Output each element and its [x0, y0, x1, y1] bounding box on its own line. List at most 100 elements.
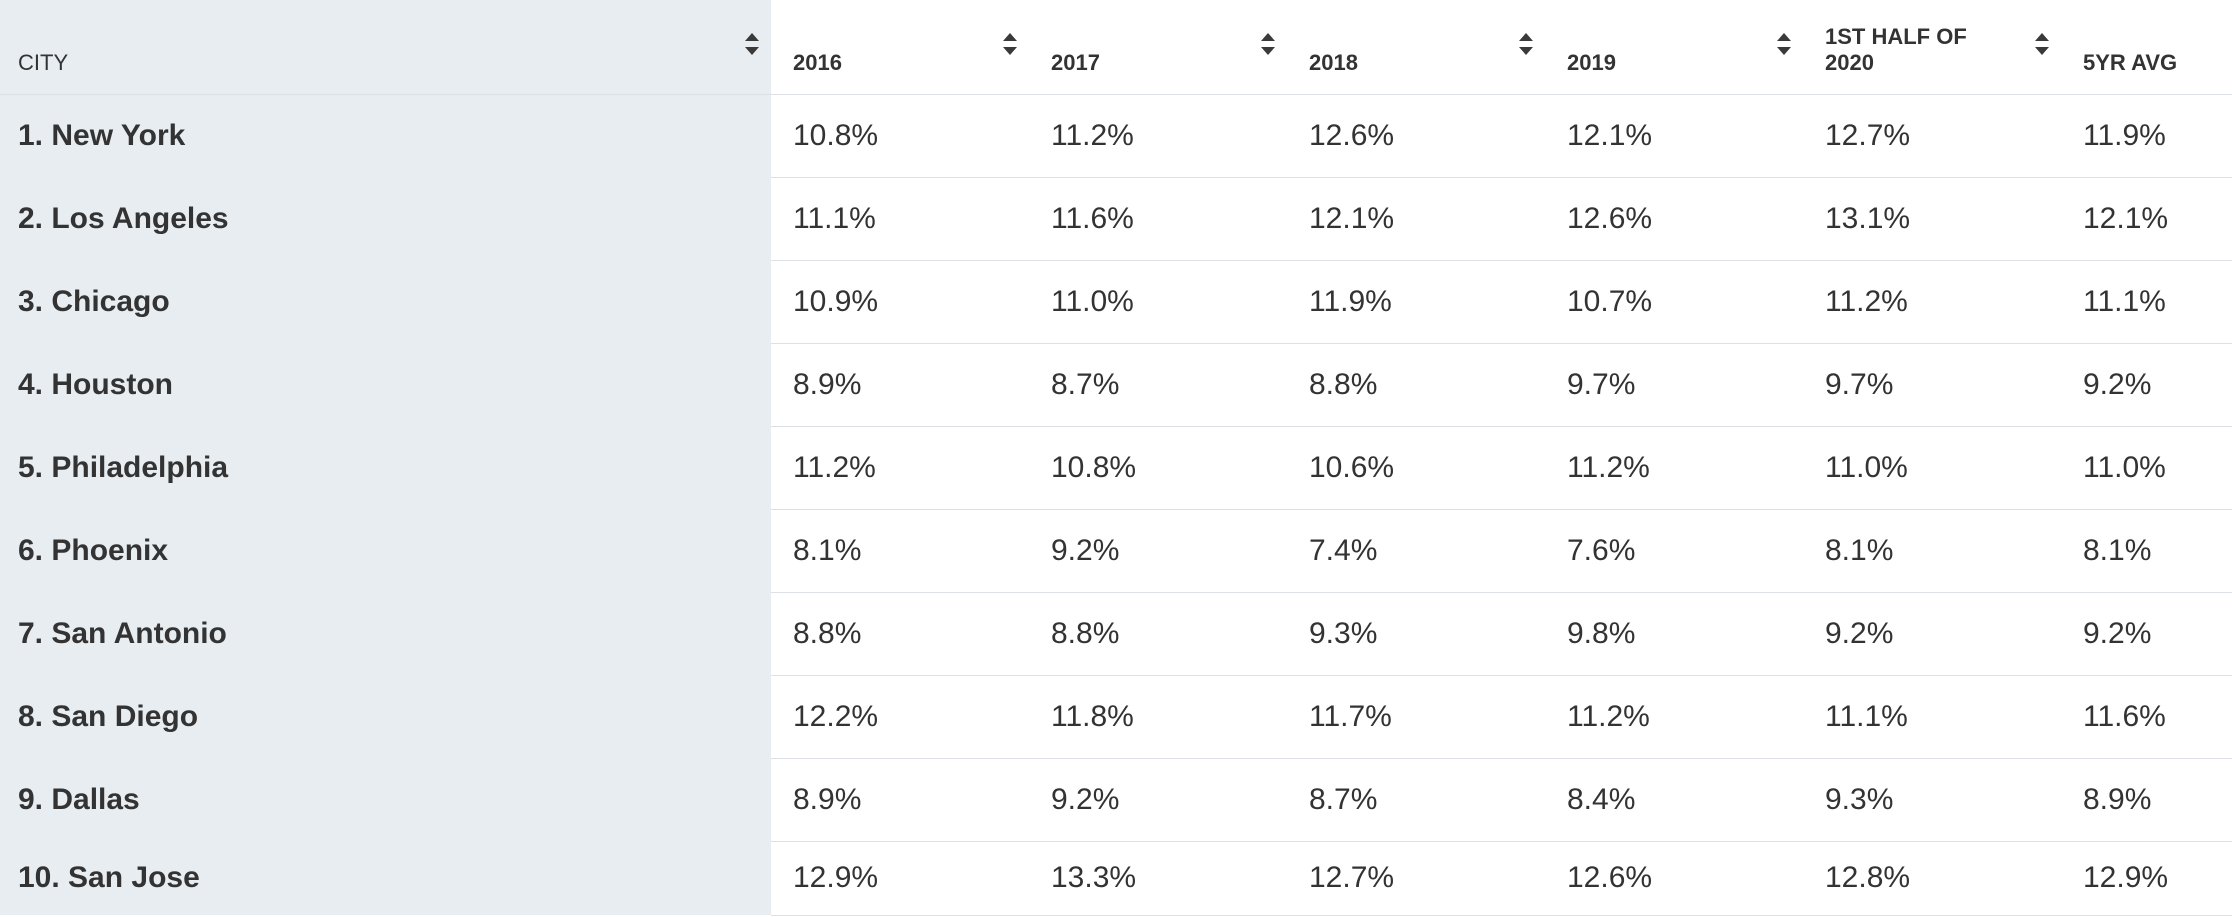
- table-row: 1. New York 10.8% 11.2% 12.6% 12.1% 12.7% 11.9…: [0, 94, 2232, 178]
- value-cell: 11.9%: [2061, 94, 2232, 178]
- value-cell: 11.2%: [771, 426, 1029, 510]
- value-cell: 8.9%: [771, 758, 1029, 842]
- table-row: 8. San Diego 12.2% 11.8% 11.7% 11.2% 11.1% 11.…: [0, 675, 2232, 759]
- city-name-cell: 4. Houston: [0, 343, 771, 426]
- value-cell: 8.8%: [1287, 343, 1545, 427]
- value-cell: 7.4%: [1287, 509, 1545, 593]
- value-cell: 13.1%: [1803, 177, 2061, 261]
- sort-arrows-icon[interactable]: [1519, 33, 1533, 55]
- value-cell: 13.3%: [1029, 841, 1287, 916]
- city-name-cell: 5. Philadelphia: [0, 426, 771, 509]
- value-cell: 12.7%: [1803, 94, 2061, 178]
- value-cell: 10.8%: [1029, 426, 1287, 510]
- header-row: CITY 2016 2017 2018 2019 1ST HALF OF 202…: [0, 0, 2232, 95]
- table-row: 2. Los Angeles 11.1% 11.6% 12.1% 12.6% 13.1% 1…: [0, 177, 2232, 261]
- table-row: 6. Phoenix 8.1% 9.2% 7.4% 7.6% 8.1% 8.1%: [0, 509, 2232, 593]
- value-cell: 12.6%: [1545, 841, 1803, 916]
- value-cell: 11.1%: [1803, 675, 2061, 759]
- value-cell: 10.9%: [771, 260, 1029, 344]
- value-cell: 8.8%: [771, 592, 1029, 676]
- table-row: 7. San Antonio 8.8% 8.8% 9.3% 9.8% 9.2% 9.2%: [0, 592, 2232, 676]
- value-cell: 11.6%: [2061, 675, 2232, 759]
- value-cell: 8.8%: [1029, 592, 1287, 676]
- city-name-cell: 10. San Jose: [0, 841, 771, 915]
- value-cell: 8.1%: [2061, 509, 2232, 593]
- value-cell: 11.2%: [1803, 260, 2061, 344]
- value-cell: 9.8%: [1545, 592, 1803, 676]
- value-cell: 9.2%: [1029, 758, 1287, 842]
- column-header-label: 2018: [1309, 49, 1358, 75]
- value-cell: 9.3%: [1287, 592, 1545, 676]
- city-name-cell: 1. New York: [0, 94, 771, 177]
- column-header-5yr-avg[interactable]: 5YR AVG: [2061, 0, 2232, 95]
- value-cell: 9.7%: [1545, 343, 1803, 427]
- column-header-2018[interactable]: 2018: [1287, 0, 1545, 95]
- city-name-cell: 3. Chicago: [0, 260, 771, 343]
- city-name-cell: 8. San Diego: [0, 675, 771, 758]
- value-cell: 11.2%: [1029, 94, 1287, 178]
- value-cell: 11.0%: [1803, 426, 2061, 510]
- city-name-cell: 9. Dallas: [0, 758, 771, 841]
- value-cell: 12.1%: [2061, 177, 2232, 261]
- sort-arrows-icon[interactable]: [1003, 33, 1017, 55]
- column-header-label: 2017: [1051, 49, 1100, 75]
- value-cell: 12.6%: [1287, 94, 1545, 178]
- value-cell: 11.9%: [1287, 260, 1545, 344]
- value-cell: 8.7%: [1287, 758, 1545, 842]
- value-cell: 11.1%: [771, 177, 1029, 261]
- value-cell: 9.3%: [1803, 758, 2061, 842]
- value-cell: 7.6%: [1545, 509, 1803, 593]
- value-cell: 9.2%: [2061, 592, 2232, 676]
- table-row: 9. Dallas 8.9% 9.2% 8.7% 8.4% 9.3% 8.9%: [0, 758, 2232, 842]
- value-cell: 9.2%: [1029, 509, 1287, 593]
- sort-arrows-icon[interactable]: [1261, 33, 1275, 55]
- value-cell: 12.9%: [771, 841, 1029, 916]
- value-cell: 11.0%: [2061, 426, 2232, 510]
- value-cell: 9.2%: [1803, 592, 2061, 676]
- table-row: 3. Chicago 10.9% 11.0% 11.9% 10.7% 11.2% 11.1%: [0, 260, 2232, 344]
- column-header-label: CITY: [18, 49, 69, 75]
- value-cell: 10.7%: [1545, 260, 1803, 344]
- city-name-cell: 6. Phoenix: [0, 509, 771, 592]
- column-header-1st-half-2020[interactable]: 1ST HALF OF 2020: [1803, 0, 2061, 95]
- value-cell: 11.1%: [2061, 260, 2232, 344]
- value-cell: 11.7%: [1287, 675, 1545, 759]
- value-cell: 9.2%: [2061, 343, 2232, 427]
- column-header-label: 2019: [1567, 49, 1616, 75]
- column-header-city[interactable]: CITY: [0, 0, 771, 95]
- table-row: 5. Philadelphia 11.2% 10.8% 10.6% 11.2% 11.0%…: [0, 426, 2232, 510]
- value-cell: 12.7%: [1287, 841, 1545, 916]
- value-cell: 11.2%: [1545, 675, 1803, 759]
- value-cell: 10.8%: [771, 94, 1029, 178]
- column-header-2019[interactable]: 2019: [1545, 0, 1803, 95]
- value-cell: 11.2%: [1545, 426, 1803, 510]
- sort-arrows-icon[interactable]: [2035, 33, 2049, 55]
- column-header-2017[interactable]: 2017: [1029, 0, 1287, 95]
- value-cell: 8.1%: [771, 509, 1029, 593]
- table-row: 10. San Jose 12.9% 13.3% 12.7% 12.6% 12.8% 12.…: [0, 841, 2232, 916]
- city-name-cell: 2. Los Angeles: [0, 177, 771, 260]
- value-cell: 12.8%: [1803, 841, 2061, 916]
- column-header-label: 1ST HALF OF 2020: [1825, 23, 1967, 75]
- value-cell: 8.4%: [1545, 758, 1803, 842]
- value-cell: 12.2%: [771, 675, 1029, 759]
- sort-arrows-icon[interactable]: [745, 33, 759, 55]
- city-name-cell: 7. San Antonio: [0, 592, 771, 675]
- value-cell: 11.6%: [1029, 177, 1287, 261]
- table-body: 1. New York 10.8% 11.2% 12.6% 12.1% 12.7% 11.9…: [0, 94, 2232, 916]
- value-cell: 8.7%: [1029, 343, 1287, 427]
- table-row: 4. Houston 8.9% 8.7% 8.8% 9.7% 9.7% 9.2%: [0, 343, 2232, 427]
- value-cell: 11.0%: [1029, 260, 1287, 344]
- value-cell: 11.8%: [1029, 675, 1287, 759]
- column-header-2016[interactable]: 2016: [771, 0, 1029, 95]
- column-header-label: 2016: [793, 49, 842, 75]
- value-cell: 12.6%: [1545, 177, 1803, 261]
- value-cell: 9.7%: [1803, 343, 2061, 427]
- value-cell: 8.9%: [771, 343, 1029, 427]
- sort-arrows-icon[interactable]: [1777, 33, 1791, 55]
- value-cell: 10.6%: [1287, 426, 1545, 510]
- value-cell: 12.1%: [1287, 177, 1545, 261]
- value-cell: 8.1%: [1803, 509, 2061, 593]
- value-cell: 8.9%: [2061, 758, 2232, 842]
